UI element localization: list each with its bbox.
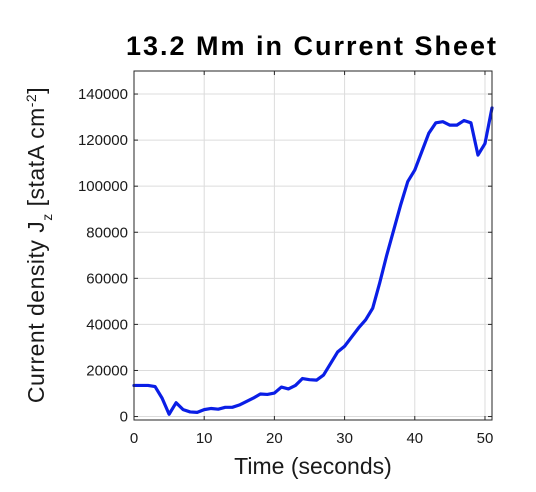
y-tick-label: 0 bbox=[120, 409, 128, 426]
y-tick-label: 40000 bbox=[86, 316, 128, 333]
x-tick-label: 50 bbox=[477, 430, 494, 447]
x-tick-label: 10 bbox=[196, 430, 213, 447]
axes-box bbox=[133, 70, 493, 421]
y-axis-ticks: 0 20000 40000 60000 80000 100000 120000 140000 bbox=[78, 86, 492, 426]
y-tick-label: 140000 bbox=[78, 86, 128, 103]
series-line bbox=[132, 106, 494, 416]
x-axis-label: Time (seconds) bbox=[234, 453, 392, 479]
y-axis-label-prefix: Current density J bbox=[23, 221, 49, 403]
y-axis-label-close: ] bbox=[23, 87, 49, 94]
y-axis-label-units: [statA cm bbox=[23, 107, 49, 213]
x-tick-label: 0 bbox=[130, 430, 138, 447]
y-axis-label-superscript: -2 bbox=[23, 94, 39, 107]
y-tick-label: 100000 bbox=[78, 178, 128, 195]
y-tick-label: 80000 bbox=[86, 224, 128, 241]
y-tick-label: 20000 bbox=[86, 362, 128, 379]
y-axis-label: Current density Jz [statA cm-2] bbox=[23, 87, 55, 403]
y-tick-label: 60000 bbox=[86, 270, 128, 287]
grid-lines bbox=[133, 71, 492, 420]
chart-title: 13.2 Mm in Current Sheet bbox=[126, 31, 498, 61]
x-axis-ticks: 0 10 20 30 40 50 bbox=[130, 71, 493, 447]
x-tick-label: 30 bbox=[336, 430, 353, 447]
y-axis-label-subscript: z bbox=[39, 213, 55, 221]
y-tick-label: 120000 bbox=[78, 132, 128, 149]
x-tick-label: 40 bbox=[406, 430, 423, 447]
x-tick-label: 20 bbox=[266, 430, 283, 447]
series-group bbox=[132, 106, 494, 416]
axes-frame bbox=[133, 70, 493, 421]
